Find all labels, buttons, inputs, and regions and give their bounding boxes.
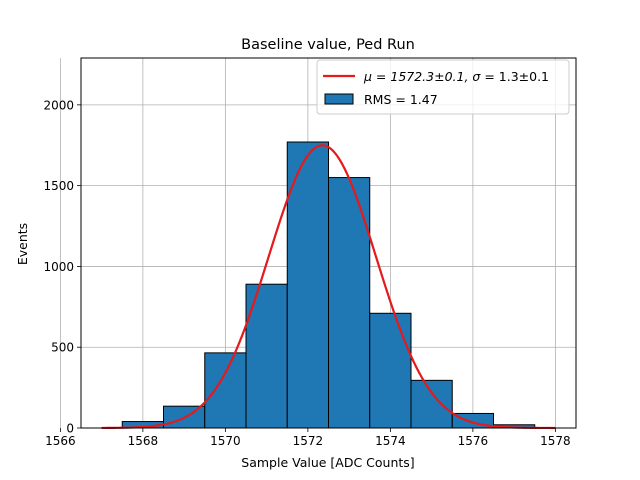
x-tick-label: 1570 (210, 434, 241, 448)
legend-fit-sigma-symbol: σ (472, 69, 481, 84)
histogram-bar (369, 312, 412, 429)
x-tick-label: 1576 (458, 434, 489, 448)
y-tick-label: 1500 (43, 179, 74, 193)
legend-fit-sigma-part: = 1.3±0.1 (480, 69, 549, 84)
x-axis-ticks: 1566 1568 1570 1572 1574 1576 1578 (45, 428, 571, 448)
x-tick-label: 1578 (540, 434, 571, 448)
y-tick-label: 500 (51, 341, 74, 355)
y-tick-label: 1000 (43, 260, 74, 274)
x-axis-label: Sample Value [ADC Counts] (241, 455, 414, 470)
chart-title: Baseline value, Ped Run (241, 37, 415, 53)
histogram-bar (410, 379, 453, 429)
histogram-bar (204, 352, 247, 429)
histogram-bars (121, 141, 536, 429)
x-tick-label: 1572 (293, 434, 324, 448)
y-tick-label: 2000 (43, 98, 74, 112)
x-tick-label: 1566 (45, 434, 76, 448)
y-axis-ticks: 0 500 1000 1500 2000 (43, 98, 81, 436)
y-tick-label: 0 (66, 422, 74, 436)
legend-box (316, 59, 570, 115)
legend-histogram-label: RMS = 1.47 (364, 92, 438, 107)
y-axis-label: Events (15, 223, 30, 265)
plot-area-frame (80, 57, 577, 429)
legend-fit-mu-part: μ = 1572.3±0.1, (363, 69, 472, 84)
legend-fit-label: μ = 1572.3±0.1, σ = 1.3±0.1 (363, 69, 549, 84)
legend-histogram-swatch (324, 93, 354, 105)
x-tick-label: 1568 (128, 434, 159, 448)
histogram-bar (286, 141, 329, 429)
legend: μ = 1572.3±0.1, σ = 1.3±0.1 RMS = 1.47 (316, 59, 570, 115)
gaussian-fit-curve (101, 144, 556, 430)
x-tick-label: 1574 (375, 434, 406, 448)
